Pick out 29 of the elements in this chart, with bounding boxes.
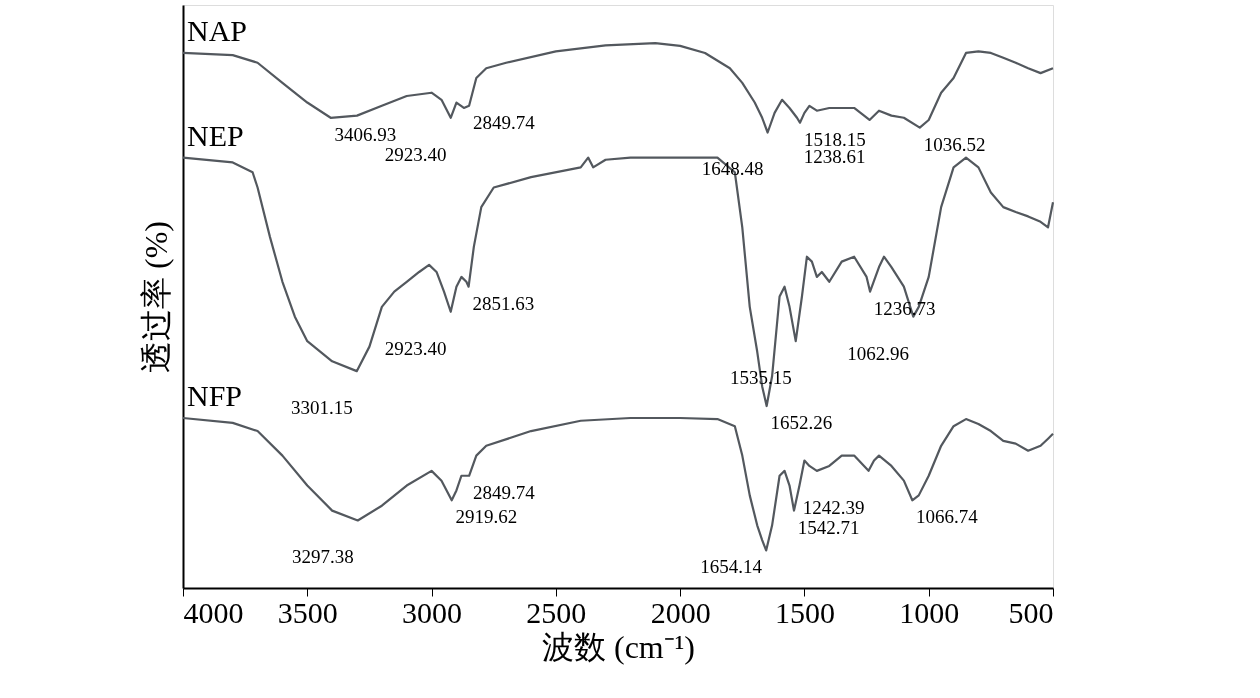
annotation: 1242.39: [802, 496, 865, 518]
x-tick-label: 4000: [183, 595, 244, 629]
annotation: 3406.93: [334, 123, 397, 145]
annotation: 3297.38: [291, 546, 354, 568]
series-label: NAP: [187, 13, 248, 47]
x-tick-label: 1000: [899, 595, 960, 629]
x-tick-label: 3000: [402, 595, 463, 629]
annotation: 2923.40: [384, 337, 447, 359]
annotation: 1654.14: [700, 556, 763, 578]
annotation: 2919.62: [455, 506, 518, 528]
series-label: NFP: [187, 379, 243, 412]
x-tick-label: 2500: [526, 595, 587, 629]
annotation: 3301.15: [290, 397, 353, 419]
annotation: 1542.71: [797, 516, 860, 538]
annotation: 1652.26: [770, 412, 833, 434]
annotation: 2851.63: [472, 292, 535, 314]
annotation: 2849.74: [472, 481, 536, 503]
annotation: 1036.52: [923, 133, 986, 155]
annotation: 1062.96: [847, 342, 910, 364]
annotation: 2849.74: [472, 111, 536, 133]
annotation: 2923.40: [384, 143, 447, 165]
series-label: NEP: [187, 118, 244, 152]
x-tick-label: 1500: [774, 595, 835, 629]
annotation: 1066.74: [916, 506, 979, 528]
x-tick-label: 2000: [650, 595, 711, 629]
x-tick-label: 3500: [277, 595, 338, 629]
y-axis-title: 透过率 (%): [137, 221, 174, 373]
x-tick-label: 500: [1008, 595, 1054, 629]
x-axis-title: 波数 (cm⁻¹): [542, 628, 695, 665]
